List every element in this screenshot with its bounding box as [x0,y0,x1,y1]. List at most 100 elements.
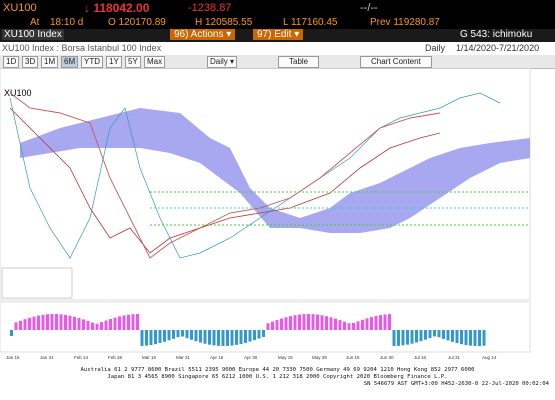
histogram-bar [320,315,324,330]
time-placeholder: --/-- [360,2,378,14]
histogram-bar [82,319,85,330]
histogram-bar [370,317,373,330]
histogram-bar [64,314,67,330]
lagging-line [9,92,501,259]
x-tick-label: Mar 16 [142,355,157,360]
histogram-bar [19,320,22,330]
histogram-bar [298,314,301,330]
x-tick-label: Jul 16 [414,355,427,360]
histogram-bar [46,314,49,330]
x-tick-label: Feb 14 [74,355,89,360]
price-frame [0,68,531,301]
range-button[interactable]: Max [144,56,166,68]
quote-time: 18:10 d [50,17,84,28]
histogram-bar [271,321,274,330]
x-tick-label: Apr 30 [244,355,258,360]
histogram-bar [383,314,387,330]
histogram-bar [190,330,193,340]
table-button[interactable]: Table [278,56,320,68]
histogram-bar [374,315,378,330]
x-tick-label: Aug 14 [482,355,497,360]
histogram-bar [266,323,270,330]
histogram-bar [329,317,333,330]
histogram-bar [230,330,234,346]
chart-content-button[interactable]: Chart Content [360,56,432,68]
histogram-bar [154,330,157,345]
histogram-bar [194,330,198,342]
security-field[interactable]: XU100 Index [2,29,64,40]
histogram-bar [401,330,405,346]
histogram-bar [208,330,211,345]
histogram-bar [136,314,139,330]
histogram-bar [307,314,310,330]
legend-box [1,267,73,299]
histogram-bar [104,320,108,330]
histogram-bar [361,319,364,330]
histogram-bar [203,330,207,344]
range-button[interactable]: 1Y [106,56,122,68]
range-button[interactable]: 5Y [125,56,141,68]
histogram-bar [50,314,54,330]
quote-low: L 117160.45 [283,17,338,28]
x-tick-label: Feb 28 [108,355,123,360]
histogram-bar [248,330,252,342]
histogram-bar [478,330,481,346]
price-line [9,92,441,259]
histogram-bar [451,330,454,342]
histogram-bar [293,315,297,330]
histogram-bar [437,330,441,338]
x-tick-label: Jan 15 [6,355,20,360]
histogram-bar [406,330,409,345]
edit-menu[interactable]: 97) Edit ▾ [253,29,304,40]
histogram-bar [172,330,175,339]
histogram-bar [226,330,229,346]
histogram-bar [212,330,216,346]
histogram-bar [55,314,58,330]
range-button[interactable]: 1M [41,56,59,68]
histogram-bar [10,330,13,336]
histogram-bar [347,323,351,330]
histogram-bar [86,320,90,330]
histogram-bar [275,320,279,330]
range-button[interactable]: 6M [61,56,79,68]
histogram-bar [23,319,27,330]
histogram-bar [59,314,63,330]
x-tick-label: Apr 15 [210,355,224,360]
histogram-bar [244,330,247,343]
histogram-bar [311,314,315,330]
histogram-bar [32,316,36,330]
range-button[interactable]: 3D [22,56,39,68]
histogram-bar [424,330,427,340]
actions-menu[interactable]: 96) Actions ▾ [170,29,236,40]
histogram-bar [73,316,76,330]
quote-prev: Prev 119280.87 [370,17,440,28]
histogram-bar [131,314,135,330]
histogram-bar [199,330,202,343]
histogram-bar [379,315,382,330]
histogram-bar [446,330,450,341]
histogram-bar [442,330,445,339]
histogram-bar [68,315,72,330]
histogram-bar [289,316,292,330]
histogram-bar [127,314,130,330]
x-tick-label: Jun 30 [380,355,394,360]
histogram-bar [176,330,180,338]
histogram-bar [334,318,337,330]
histogram-bar [167,330,171,341]
menu-bar: XU100 Index 96) Actions ▾ 97) Edit ▾ G 5… [0,29,555,42]
chart-label: XU100 [4,88,32,98]
range-button[interactable]: YTD [81,56,103,68]
histogram-bar [217,330,220,346]
histogram-bar [91,322,94,330]
indicator-frame [0,301,531,353]
title-bar: XU100 ↓ 118042.00 -1238.87 --/-- [0,0,555,16]
range-button[interactable]: 1D [3,56,20,68]
histogram-bar [302,314,306,330]
frequency-select[interactable]: Daily ▾ [207,56,238,68]
histogram-bar [284,317,288,330]
histogram-bar [325,316,328,330]
x-tick-label: Jul 31 [448,355,461,360]
histogram-bar [428,330,432,339]
histogram-bar [365,318,369,330]
histogram-bar [37,315,40,330]
